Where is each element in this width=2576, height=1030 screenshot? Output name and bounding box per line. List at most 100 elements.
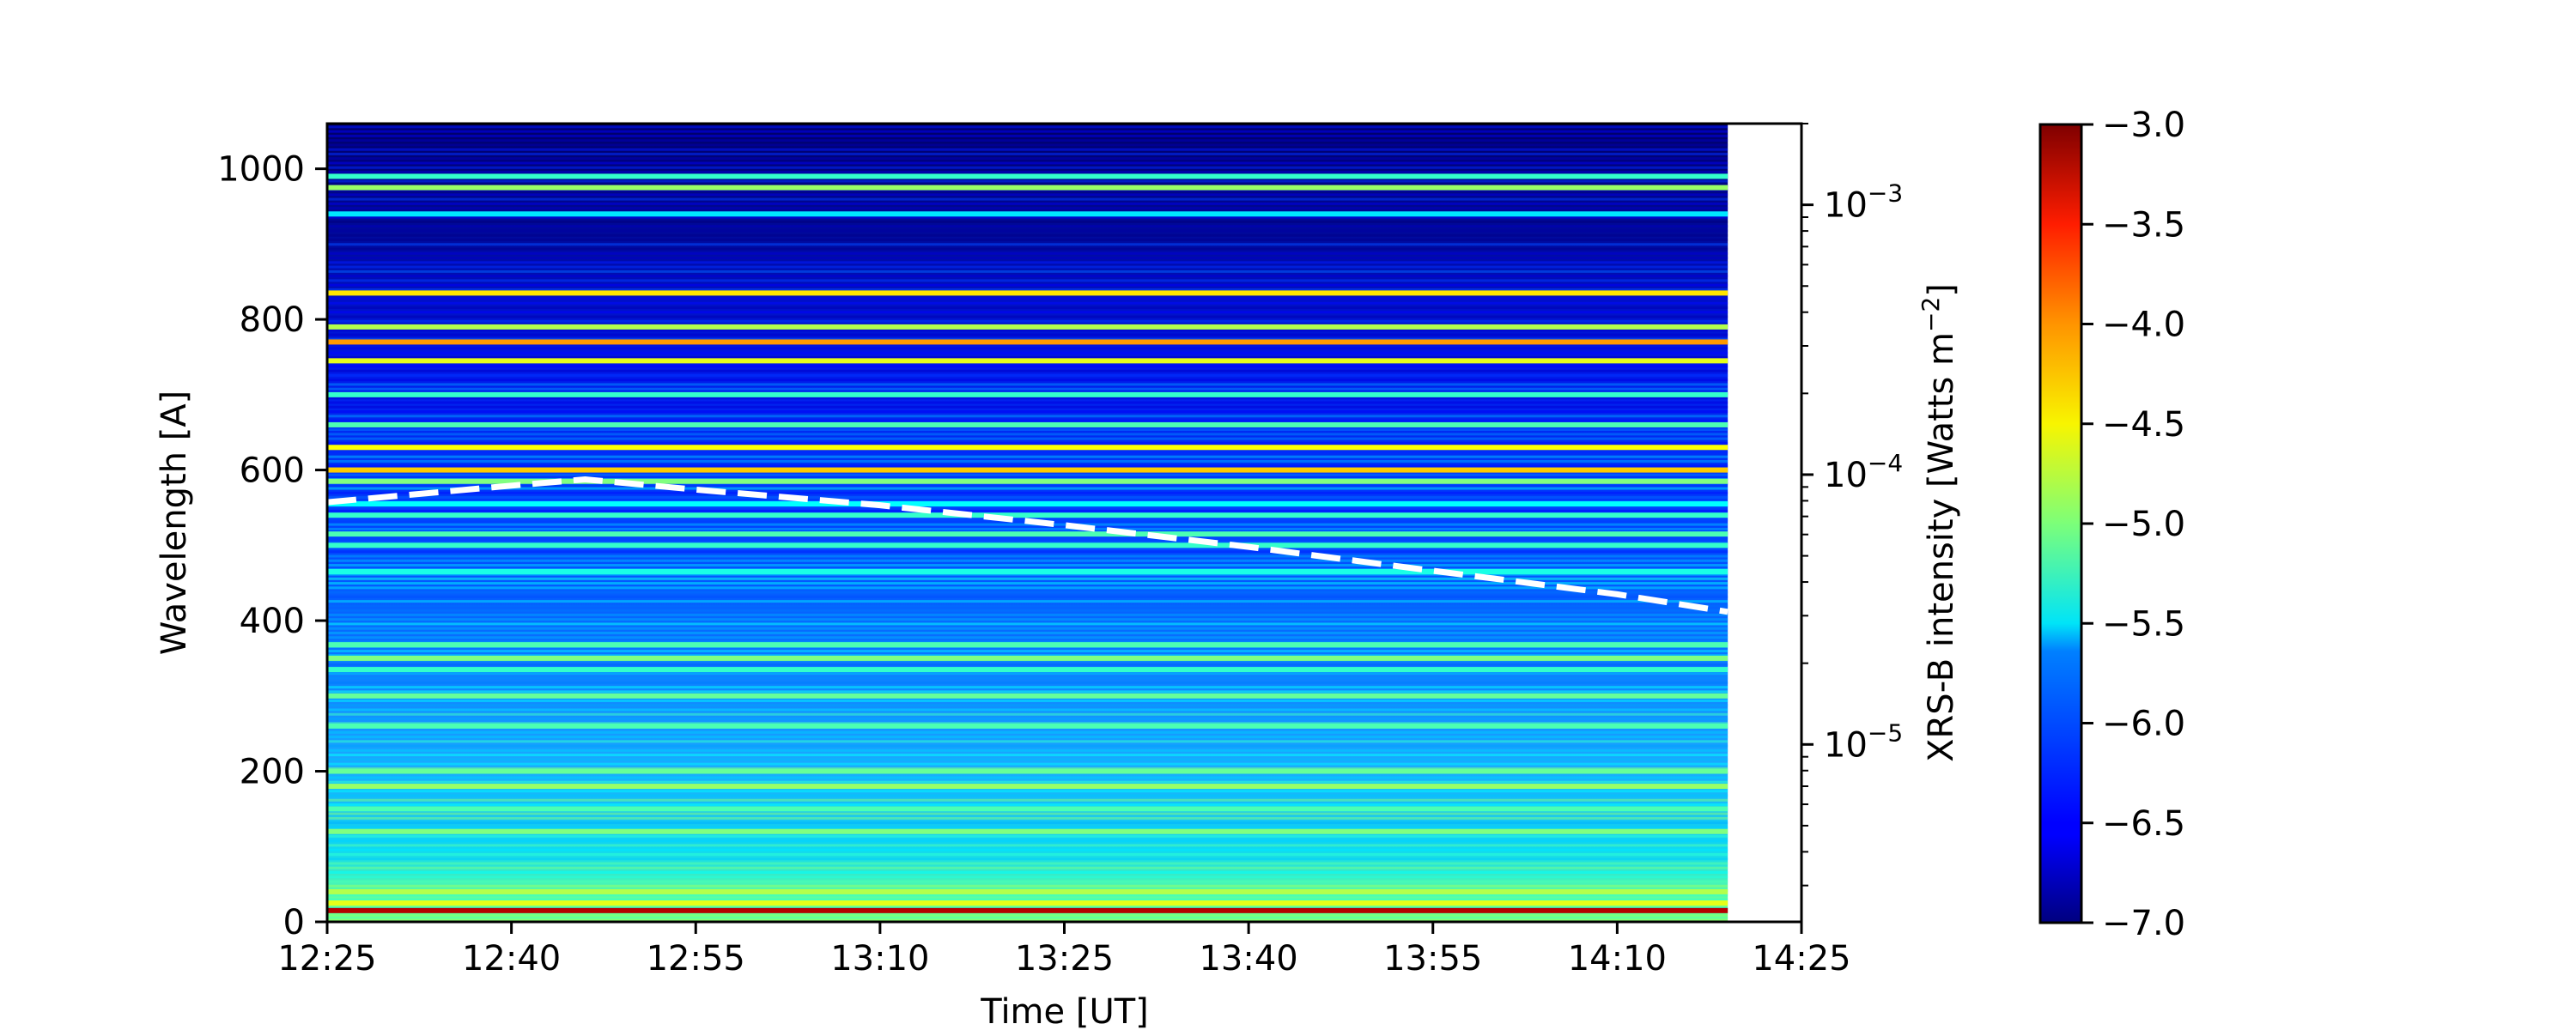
colorbar-tick-label: −4.5 (2102, 405, 2185, 445)
spectrum-line (327, 569, 1728, 575)
texture-stripe (327, 527, 1728, 530)
texture-stripe (327, 650, 1728, 653)
texture-stripe (327, 577, 1728, 580)
texture-stripe (327, 437, 1728, 440)
texture-stripe (327, 261, 1728, 264)
spectrum-line (327, 784, 1728, 790)
texture-stripe (327, 279, 1728, 282)
texture-stripe (327, 487, 1728, 490)
texture-stripe (327, 573, 1728, 576)
spectrum-line (327, 467, 1728, 473)
texture-stripe (327, 397, 1728, 400)
colorbar-tick-label: −7.0 (2102, 904, 2185, 943)
texture-stripe (327, 722, 1728, 725)
spectrum-line (327, 290, 1728, 296)
texture-stripe (327, 790, 1728, 793)
y-right-tick-label: 10−4 (1824, 449, 1903, 495)
spectrum-line (327, 828, 1728, 834)
texture-stripe (327, 582, 1728, 585)
texture-stripe (327, 347, 1728, 350)
texture-stripe (327, 433, 1728, 436)
texture-stripe (327, 912, 1728, 915)
texture-stripe (327, 523, 1728, 526)
texture-stripe (327, 550, 1728, 554)
x-axis-ticks: 12:25 12:40 12:55 13:10 13:25 13:40 13:55 14:10… (277, 922, 1851, 978)
spectrum-line (327, 445, 1728, 451)
colorbar-gradient (2038, 123, 2083, 924)
spectrum-line (327, 888, 1728, 894)
texture-stripe (327, 161, 1728, 165)
texture-stripe (327, 640, 1728, 644)
texture-stripe (327, 631, 1728, 634)
texture-stripe (327, 654, 1728, 657)
texture-stripe (327, 464, 1728, 468)
texture-stripe (327, 862, 1728, 865)
texture-stripe (327, 441, 1728, 445)
spectrum-line (327, 211, 1728, 217)
colorbar-tick-label: −3.5 (2102, 205, 2185, 245)
texture-stripe (327, 618, 1728, 621)
texture-stripe (327, 351, 1728, 354)
texture-stripe (327, 405, 1728, 409)
y-axis-left-title: Wavelength [A] (155, 391, 194, 656)
colorbar-tick-label: −4.0 (2102, 306, 2185, 345)
texture-stripe (327, 736, 1728, 739)
texture-stripe (327, 419, 1728, 422)
texture-stripe (327, 672, 1728, 676)
texture-stripe (327, 473, 1728, 476)
y-left-tick-label: 1000 (217, 150, 305, 190)
texture-stripe (327, 730, 1728, 734)
texture-stripe (327, 536, 1728, 540)
texture-stripe (327, 636, 1728, 639)
texture-stripe (327, 202, 1728, 205)
texture-stripe (327, 839, 1728, 843)
texture-stripe (327, 754, 1728, 757)
y-right-tick-label: 10−3 (1824, 179, 1903, 226)
texture-stripe (327, 220, 1728, 223)
spectrum-line (327, 391, 1728, 397)
texture-stripe (327, 383, 1728, 386)
texture-stripe (327, 821, 1728, 825)
texture-stripe (327, 329, 1728, 332)
texture-stripe (327, 748, 1728, 752)
x-tick-label: 13:10 (830, 939, 929, 978)
xrs-b-curve (327, 476, 1728, 615)
colorbar-tick-label: −6.0 (2102, 705, 2185, 744)
texture-stripe (327, 270, 1728, 273)
texture-stripe (327, 884, 1728, 888)
y-right-tick-label: 10−5 (1824, 718, 1903, 765)
texture-stripe (327, 627, 1728, 630)
spectrum-line (327, 768, 1728, 774)
texture-stripe (327, 379, 1728, 382)
x-tick-label: 13:25 (1015, 939, 1114, 978)
texture-stripe (327, 559, 1728, 562)
texture-stripe (327, 609, 1728, 612)
texture-stripe (327, 708, 1728, 712)
spectrum-line (327, 693, 1728, 699)
spectrum-line (327, 655, 1728, 661)
spectrum-line (327, 324, 1728, 330)
texture-stripe (327, 251, 1728, 255)
colorbar-tick-label: −6.5 (2102, 804, 2185, 844)
texture-stripe (327, 613, 1728, 616)
texture-stripe (327, 125, 1728, 129)
texture-stripe (327, 415, 1728, 418)
y-left-tick-label: 800 (240, 300, 305, 340)
texture-stripe (327, 690, 1728, 694)
texture-stripe (327, 157, 1728, 161)
texture-stripe (327, 189, 1728, 192)
texture-stripe (327, 762, 1728, 766)
spectrum-line (327, 806, 1728, 812)
texture-stripe (327, 586, 1728, 590)
texture-stripe (327, 130, 1728, 133)
texture-stripe (327, 257, 1728, 260)
texture-stripe (327, 509, 1728, 512)
spectrum-line (327, 542, 1728, 548)
texture-stripe (327, 852, 1728, 856)
texture-stripe (327, 337, 1728, 341)
texture-stripe (327, 179, 1728, 183)
spectrum-line (327, 723, 1728, 729)
spectrum-line (327, 478, 1728, 484)
texture-stripe (327, 333, 1728, 336)
